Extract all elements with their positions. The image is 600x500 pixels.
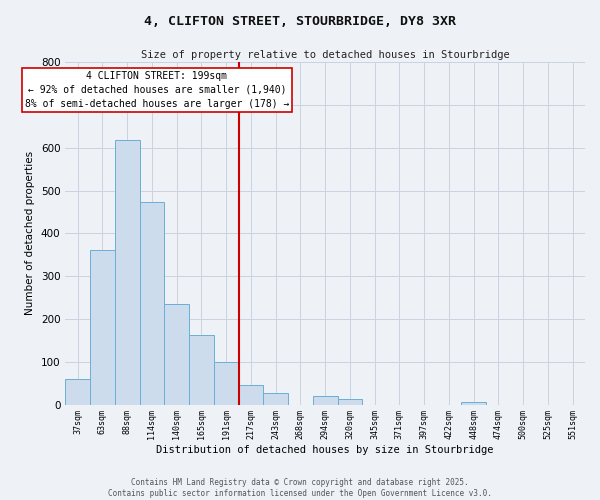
Bar — [115, 140, 140, 404]
Bar — [214, 362, 239, 405]
Bar — [313, 396, 338, 404]
Bar — [338, 399, 362, 404]
Y-axis label: Number of detached properties: Number of detached properties — [25, 152, 35, 316]
Bar — [239, 385, 263, 404]
Text: 4 CLIFTON STREET: 199sqm
← 92% of detached houses are smaller (1,940)
8% of semi: 4 CLIFTON STREET: 199sqm ← 92% of detach… — [25, 70, 289, 108]
X-axis label: Distribution of detached houses by size in Stourbridge: Distribution of detached houses by size … — [157, 445, 494, 455]
Bar — [65, 379, 90, 404]
Bar — [164, 304, 189, 404]
Text: Contains HM Land Registry data © Crown copyright and database right 2025.
Contai: Contains HM Land Registry data © Crown c… — [108, 478, 492, 498]
Title: Size of property relative to detached houses in Stourbridge: Size of property relative to detached ho… — [141, 50, 509, 60]
Text: 4, CLIFTON STREET, STOURBRIDGE, DY8 3XR: 4, CLIFTON STREET, STOURBRIDGE, DY8 3XR — [144, 15, 456, 28]
Bar — [461, 402, 486, 404]
Bar — [189, 335, 214, 404]
Bar — [90, 250, 115, 404]
Bar — [140, 202, 164, 404]
Bar — [263, 394, 288, 404]
